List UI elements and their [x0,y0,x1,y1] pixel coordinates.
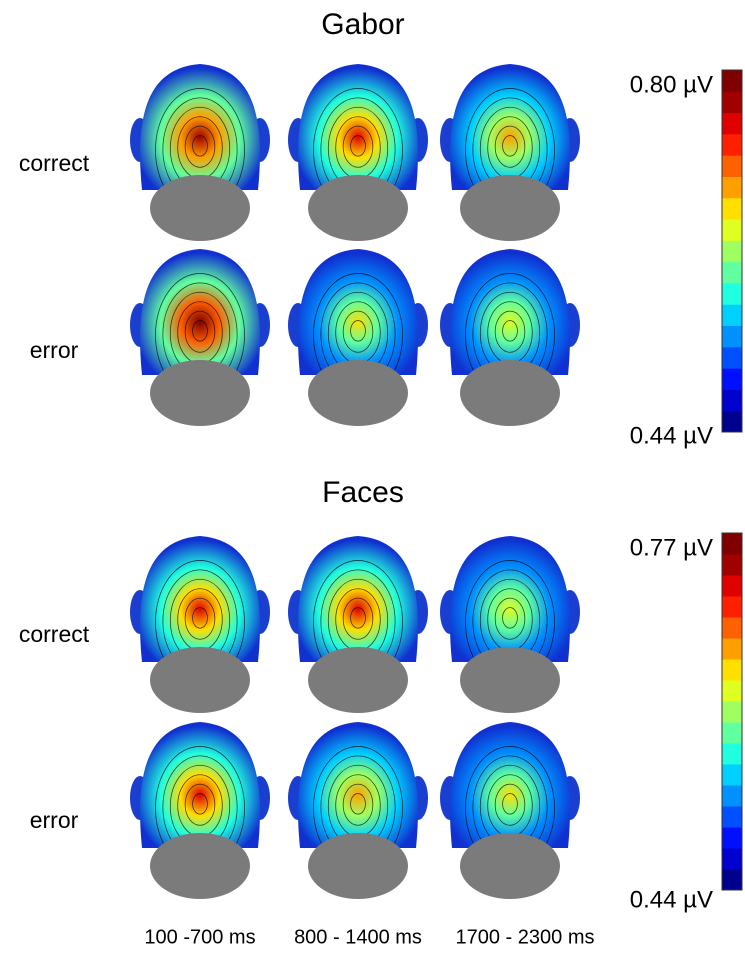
column-label: 800 - 1400 ms [294,926,422,948]
colorbar-step [722,91,742,113]
column-label: 100 -700 ms [144,926,255,948]
colorbar-step [722,262,742,284]
colorbar-step [722,869,742,891]
colorbar-step [722,411,742,433]
colorbar-step [722,617,742,639]
colorbar-step [722,347,742,369]
figure: Gabor Faces correct error correct error … [0,0,745,951]
colorbar-step [722,554,742,576]
colorbar-step [722,785,742,807]
head-map [288,64,428,241]
colorbar-step [722,533,742,555]
colorbar-step [722,326,742,348]
colorbar-step [722,701,742,723]
colorbar-step [722,638,742,660]
head-map [130,249,270,426]
panel-title: Gabor [321,8,404,41]
head-map [288,249,428,426]
colorbar-min: 0.44 µV [630,886,713,913]
head-map [288,536,428,713]
colorbar-max: 0.77 µV [630,534,713,561]
row-label: error [30,807,79,833]
colorbar-step [722,659,742,681]
row-label: correct [19,150,90,176]
head-map [440,722,580,899]
colorbar-step [722,806,742,828]
colorbar-step [722,198,742,220]
row-label: correct [19,621,90,647]
head-map [130,536,270,713]
colorbar-step [722,219,742,241]
colorbar-step [722,743,742,765]
head-map [440,64,580,241]
colorbar-step [722,575,742,597]
colorbar-max: 0.80 µV [630,71,713,98]
colorbar-step [722,113,742,135]
colorbar-step [722,827,742,849]
head-map [130,722,270,899]
colorbar-step [722,176,742,198]
head-map [440,249,580,426]
colorbar-step [722,240,742,262]
colorbar-step [722,70,742,92]
colorbar-step [722,764,742,786]
panel-title: Faces [322,476,404,509]
colorbar-step [722,304,742,326]
colorbar-min: 0.44 µV [630,422,713,449]
colorbar-step [722,680,742,702]
head-map [288,722,428,899]
row-label: error [30,337,79,363]
colorbar-step [722,134,742,156]
colorbar-step [722,283,742,305]
colorbar-step [722,848,742,870]
colorbar-step [722,389,742,411]
column-label: 1700 - 2300 ms [456,926,595,948]
head-map [130,64,270,241]
colorbar-step [722,596,742,618]
colorbar-step [722,722,742,744]
head-map [440,536,580,713]
colorbar-step [722,155,742,177]
colorbar-step [722,368,742,390]
